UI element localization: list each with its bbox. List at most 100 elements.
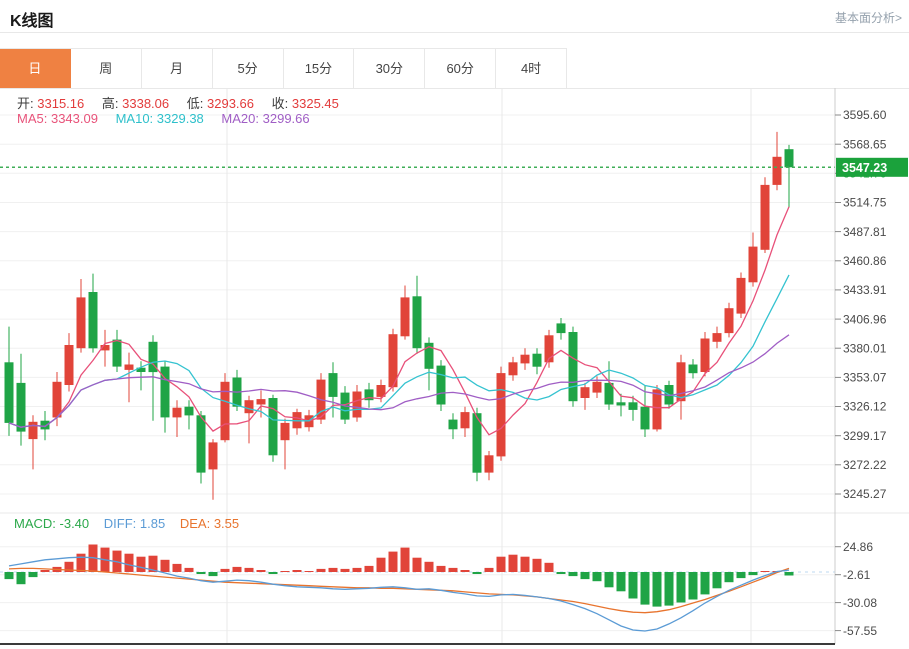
candle[interactable] [136,361,146,391]
fundamental-analysis-link[interactable]: 基本面分析> [834,11,902,25]
candle-body [412,296,422,349]
tab-4hour[interactable]: 4时 [496,49,567,89]
y-axis-label: 3595.60 [843,108,887,122]
candle[interactable] [760,177,770,253]
candle[interactable] [700,332,710,377]
tab-5min[interactable]: 5分 [212,49,284,89]
candle-body [244,400,254,414]
tab-60min[interactable]: 60分 [425,49,497,89]
candle[interactable] [676,354,686,420]
candle-body [364,389,374,401]
candle[interactable] [100,329,110,367]
candle[interactable] [568,326,578,407]
candle[interactable] [244,395,254,444]
candle[interactable] [604,361,614,410]
macd-histogram-bar [76,553,86,572]
candle[interactable] [580,382,590,410]
candle[interactable] [364,382,374,408]
macd-histogram-bar [592,572,602,582]
candle-body [556,323,566,334]
candle-body [616,402,626,406]
candle[interactable] [508,356,518,381]
candle[interactable] [460,406,470,437]
tab-15min[interactable]: 15分 [283,49,355,89]
candle[interactable] [448,413,458,440]
y-axis-label: 3406.96 [843,312,887,326]
candle[interactable] [268,394,278,462]
candle[interactable] [208,439,218,500]
candle[interactable] [784,144,794,208]
tab-month[interactable]: 月 [141,49,213,89]
candle[interactable] [496,366,506,461]
candle[interactable] [688,359,698,379]
candle[interactable] [292,408,302,435]
candle[interactable] [724,302,734,338]
candle-body [508,362,518,376]
tab-30min[interactable]: 30分 [354,49,426,89]
candle[interactable] [484,451,494,481]
candle[interactable] [196,411,206,484]
macd-histogram-bar [364,565,374,572]
candle[interactable] [172,400,182,437]
candle[interactable] [712,326,722,349]
candle[interactable] [772,131,782,191]
candle[interactable] [28,415,38,470]
candle[interactable] [616,393,626,417]
candle-body [160,366,170,418]
candle[interactable] [388,328,398,392]
candle-body [196,415,206,473]
candle[interactable] [76,279,86,353]
macd-histogram-bar [460,570,470,572]
candle[interactable] [748,232,758,287]
tab-day[interactable]: 日 [0,49,71,89]
candle[interactable] [256,390,266,418]
candle[interactable] [148,335,158,421]
candle[interactable] [328,362,338,418]
candle-body [448,419,458,430]
macd-histogram-bar [280,571,290,572]
y-axis-label: -30.08 [843,596,877,610]
candle[interactable] [280,418,290,470]
tab-week[interactable]: 周 [70,49,142,89]
page-title: K线图 [10,13,54,30]
candle[interactable] [4,326,14,436]
macd-histogram-bar [16,572,26,585]
candle-body [472,413,482,473]
macd-histogram-bar [640,572,650,605]
y-axis-label: 3326.12 [843,400,887,414]
ohlc-legend: 开: 3315.16 高: 3338.06 低: 3293.66 收: 3325… [17,93,353,112]
candle[interactable] [412,275,422,354]
macd-histogram-bar [304,571,314,572]
candle-body [256,399,266,405]
macd-histogram-bar [496,556,506,572]
candle[interactable] [472,407,482,482]
candle[interactable] [16,353,26,446]
candle[interactable] [628,395,638,421]
candle[interactable] [88,273,98,353]
candle[interactable] [400,285,410,340]
candle-body [280,422,290,441]
candle[interactable] [424,337,434,391]
candle[interactable] [184,400,194,430]
candle[interactable] [532,348,542,375]
candle[interactable] [736,272,746,319]
candle-body [424,342,434,369]
candle-body [724,308,734,334]
candle[interactable] [112,329,122,372]
candle[interactable] [544,329,554,368]
macd-histogram-bar [544,562,554,572]
candle[interactable] [436,360,446,411]
candle[interactable] [220,373,230,443]
candle[interactable] [160,361,170,433]
macd-legend: MACD: -3.40 DIFF: 1.85 DEA: 3.55 [14,516,253,531]
candle[interactable] [556,318,566,340]
candle[interactable] [640,385,650,437]
candle[interactable] [520,348,530,370]
candle[interactable] [352,385,362,422]
macd-histogram-bar [316,568,326,572]
header-divider [0,32,909,33]
y-axis-label: 3460.86 [843,254,887,268]
candle[interactable] [64,333,74,392]
candle-body [484,455,494,473]
